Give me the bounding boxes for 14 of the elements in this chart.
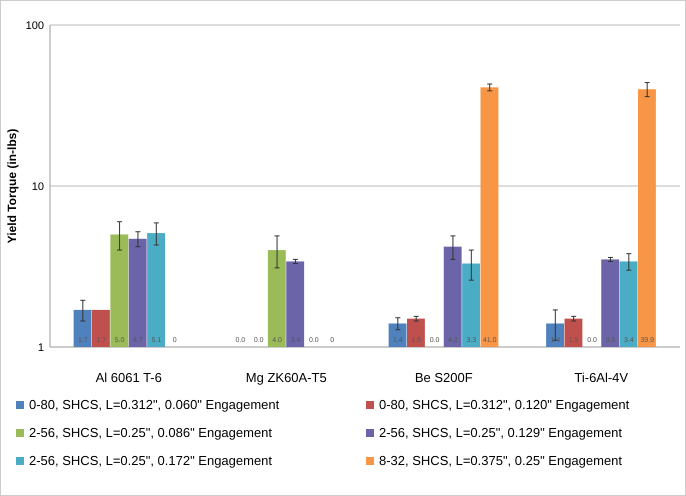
legend-label: 0-80, SHCS, L=0.312", 0.120" Engagement (379, 397, 630, 412)
x-tick-label: Mg ZK60A-T5 (246, 370, 327, 385)
y-axis-title: Yield Torque (in-lbs) (5, 128, 19, 244)
legend-label: 8-32, SHCS, L=0.375", 0.25" Engagement (379, 453, 622, 468)
x-tick-label: Al 6061 T-6 (96, 370, 162, 385)
x-tick-label: Ti-6Al-4V (574, 370, 628, 385)
y-tick-label: 1 (38, 342, 44, 354)
legend-label: 2-56, SHCS, L=0.25", 0.086" Engagement (29, 425, 272, 440)
legend-label: 2-56, SHCS, L=0.25", 0.172" Engagement (29, 453, 272, 468)
y-tick-label: 10 (32, 181, 44, 193)
y-tick-label: 100 (26, 20, 44, 32)
legend-label: 2-56, SHCS, L=0.25", 0.129" Engagement (379, 425, 622, 440)
x-tick-label: Be S200F (414, 370, 473, 385)
legend-label: 0-80, SHCS, L=0.312", 0.060" Engagement (29, 397, 280, 412)
